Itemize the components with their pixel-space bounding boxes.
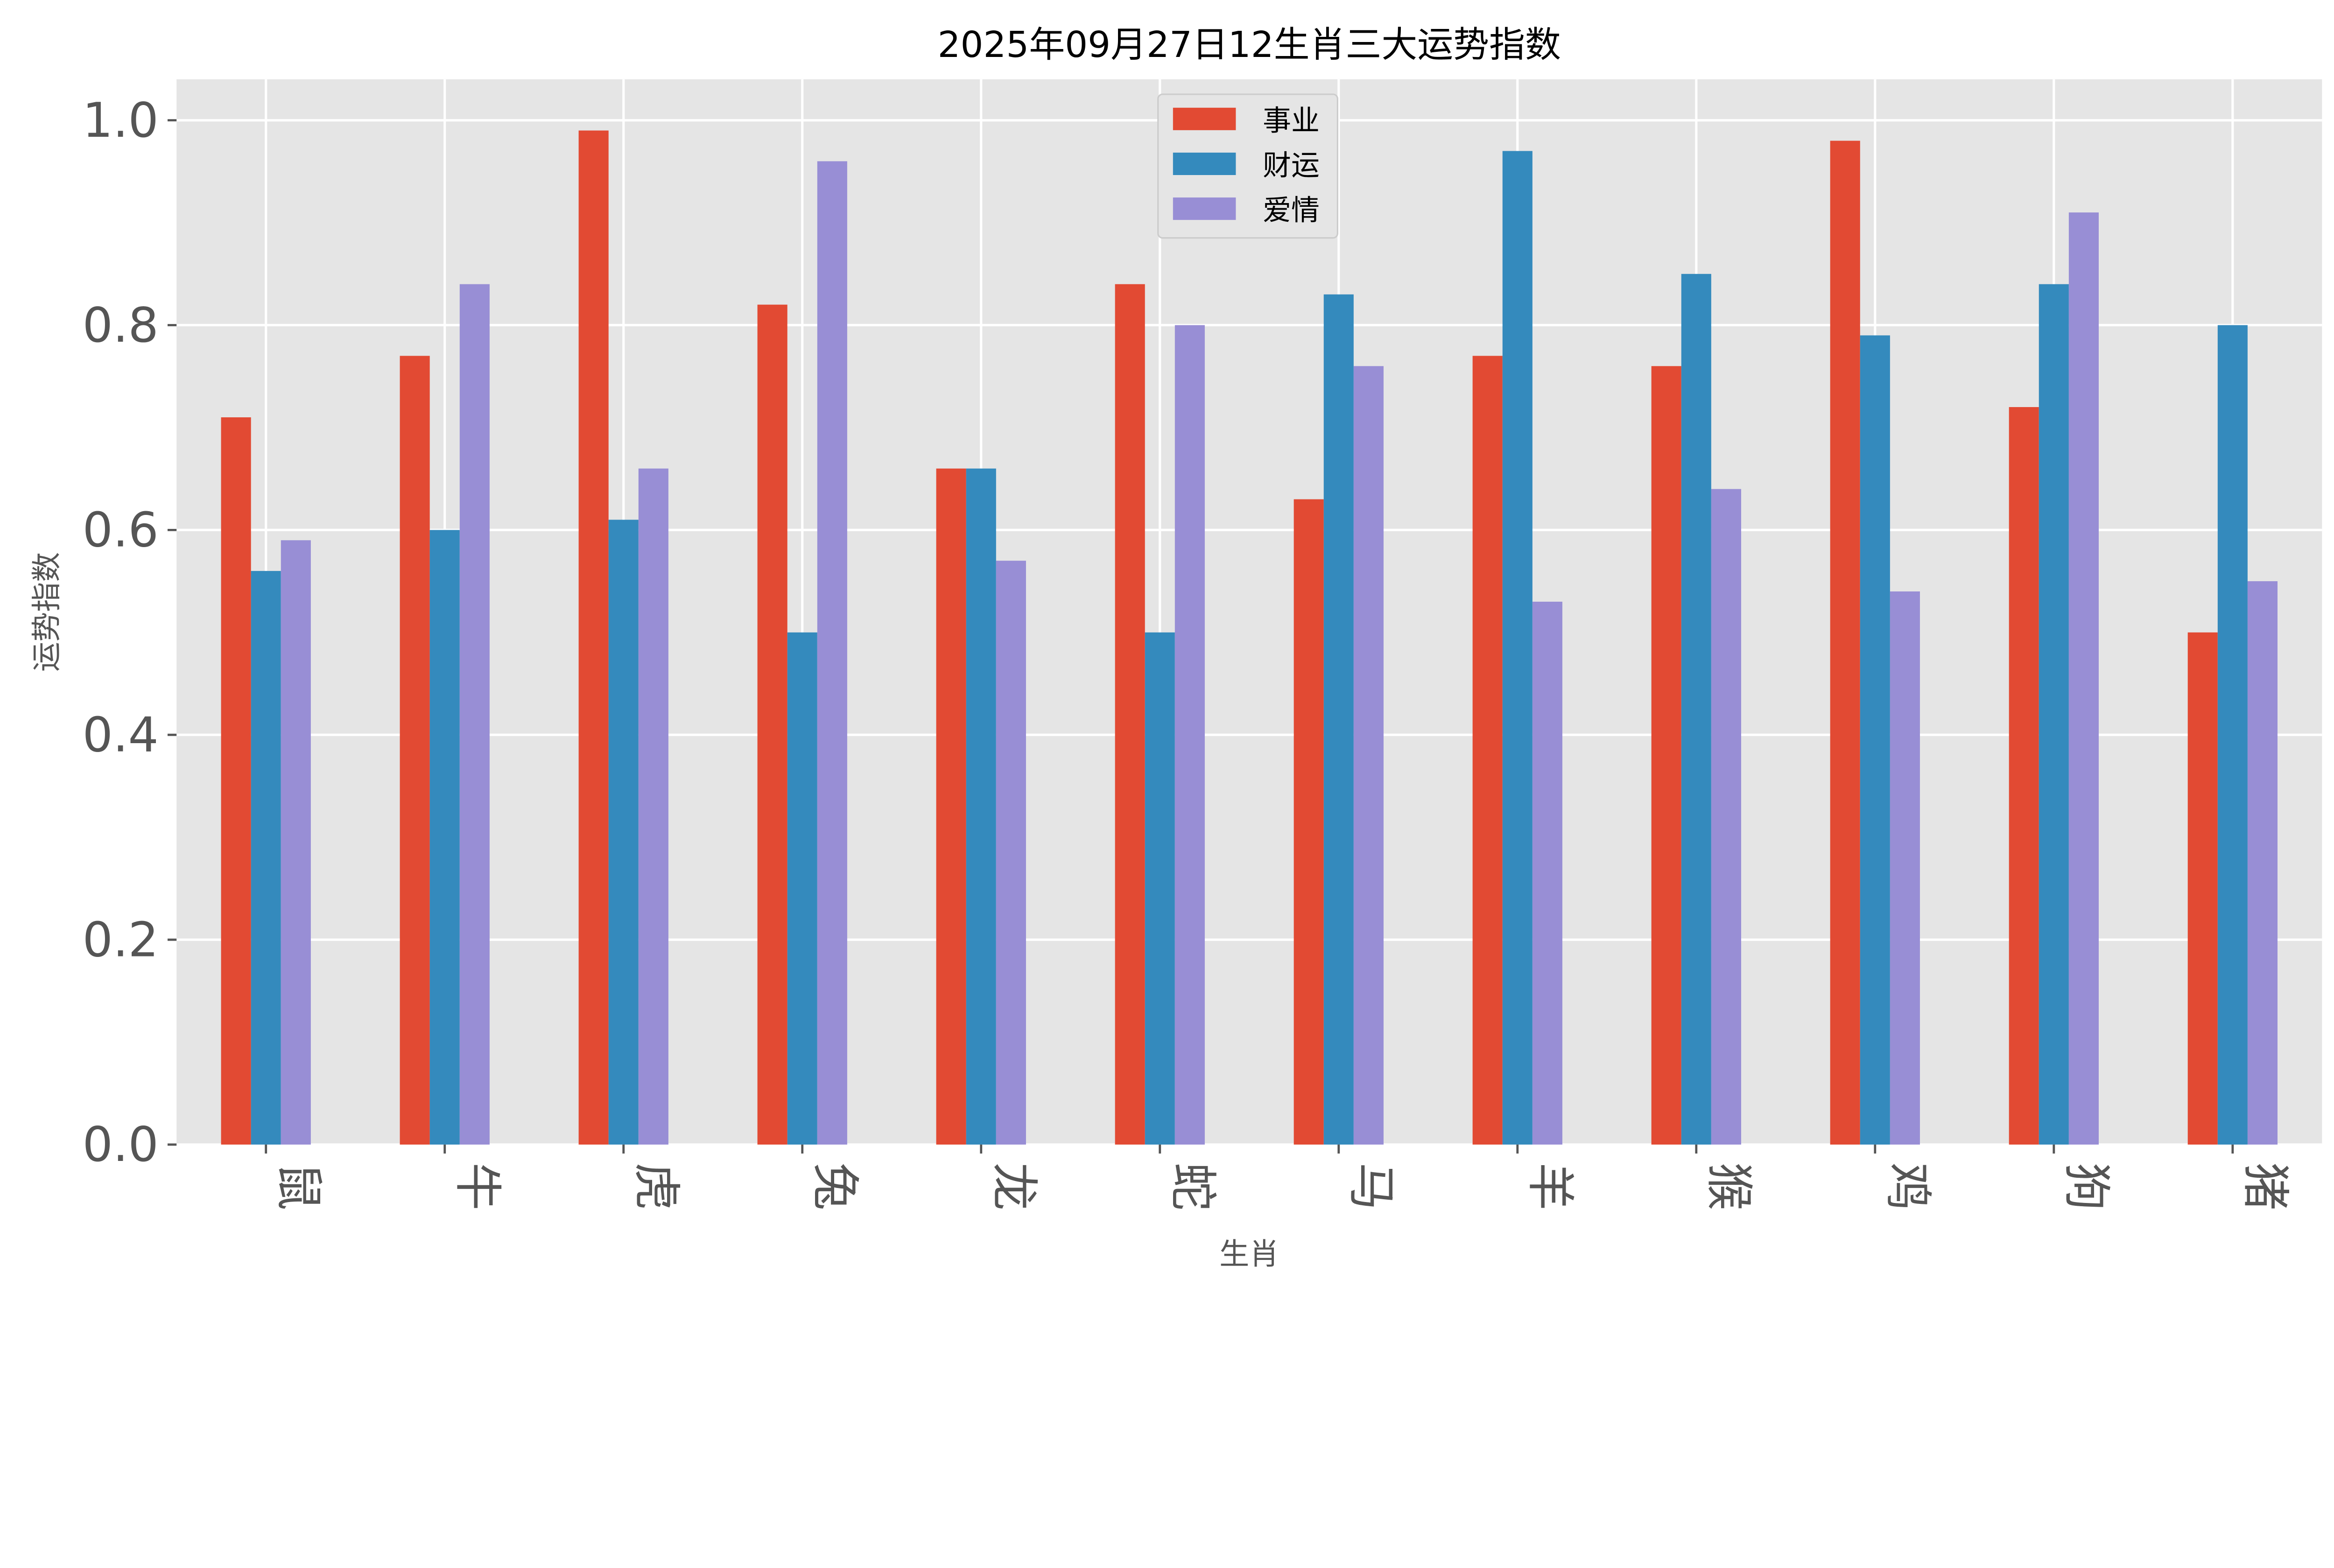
bar-爱情 — [817, 161, 847, 1145]
bar-财运 — [1145, 632, 1175, 1145]
bar-爱情 — [459, 284, 490, 1145]
bar-爱情 — [281, 540, 311, 1145]
bar-财运 — [2217, 325, 2248, 1145]
x-tick-label: 蛇 — [1165, 1162, 1220, 1210]
legend-swatch — [1173, 197, 1236, 220]
x-tick-label: 兔 — [807, 1162, 863, 1210]
bar-事业 — [1651, 366, 1681, 1145]
bar-chart: 2025年09月27日12生肖三大运势指数 0.0 0.2 0.4 0.6 0.8 1.0… — [30, 24, 2322, 1272]
x-tick-label: 虎 — [628, 1162, 684, 1210]
x-tick-label: 鸡 — [1880, 1162, 1935, 1210]
bar-财运 — [608, 520, 639, 1145]
bar-事业 — [2009, 407, 2039, 1145]
bar-事业 — [1115, 284, 1145, 1145]
bar-财运 — [251, 571, 281, 1145]
x-tick-label: 龙 — [986, 1162, 1041, 1210]
legend-swatch — [1173, 152, 1236, 175]
bar-爱情 — [1890, 591, 1920, 1145]
bar-爱情 — [1353, 366, 1384, 1145]
legend-label: 爱情 — [1263, 194, 1320, 227]
bar-事业 — [2187, 632, 2218, 1145]
x-axis-label: 生肖 — [1219, 1237, 1279, 1272]
ticks: 0.0 0.2 0.4 0.6 0.8 1.0 鼠 牛 虎 兔 龙 蛇 马 羊 猴 鸡 狗 猪 — [83, 93, 2293, 1210]
x-tick-label: 猪 — [2237, 1162, 2293, 1210]
bar-事业 — [936, 468, 966, 1145]
bar-事业 — [578, 130, 609, 1145]
legend-swatch — [1173, 107, 1236, 130]
x-tick-label: 猴 — [1701, 1162, 1757, 1210]
bar-财运 — [966, 468, 996, 1145]
y-axis-label: 运势指数 — [30, 552, 64, 672]
bar-财运 — [1681, 274, 1711, 1145]
chart-title: 2025年09月27日12生肖三大运势指数 — [938, 24, 1561, 66]
bar-财运 — [429, 530, 460, 1145]
y-tick-label: 1.0 — [83, 93, 159, 148]
legend-label: 事业 — [1263, 104, 1320, 137]
y-tick-label: 0.2 — [83, 912, 159, 968]
bar-事业 — [1830, 141, 1860, 1145]
bar-事业 — [1472, 356, 1503, 1145]
bar-财运 — [787, 632, 817, 1145]
y-tick-label: 0.6 — [83, 503, 159, 558]
bar-财运 — [1502, 151, 1533, 1145]
bar-爱情 — [2247, 581, 2278, 1145]
bar-爱情 — [996, 561, 1026, 1145]
y-tick-label: 0.4 — [83, 707, 159, 763]
bar-财运 — [2039, 284, 2069, 1145]
x-tick-label: 狗 — [2059, 1162, 2114, 1210]
bar-爱情 — [638, 468, 668, 1145]
y-tick-label: 0.8 — [83, 298, 159, 353]
bar-事业 — [757, 304, 787, 1145]
bar-爱情 — [2068, 212, 2099, 1145]
bar-事业 — [1294, 499, 1324, 1145]
bars — [221, 130, 2278, 1145]
x-tick-label: 牛 — [450, 1162, 505, 1210]
bar-事业 — [221, 417, 251, 1145]
x-tick-label: 鼠 — [271, 1162, 326, 1210]
plot-area — [176, 79, 2322, 1145]
legend-label: 财运 — [1263, 149, 1320, 182]
bar-爱情 — [1532, 601, 1562, 1145]
bar-爱情 — [1174, 325, 1205, 1145]
x-tick-label: 马 — [1343, 1162, 1399, 1210]
bar-事业 — [400, 356, 430, 1145]
bar-财运 — [1323, 294, 1354, 1145]
x-tick-label: 羊 — [1522, 1162, 1578, 1210]
bar-爱情 — [1711, 489, 1741, 1145]
bar-财运 — [1860, 335, 1890, 1145]
y-tick-label: 0.0 — [83, 1117, 159, 1173]
